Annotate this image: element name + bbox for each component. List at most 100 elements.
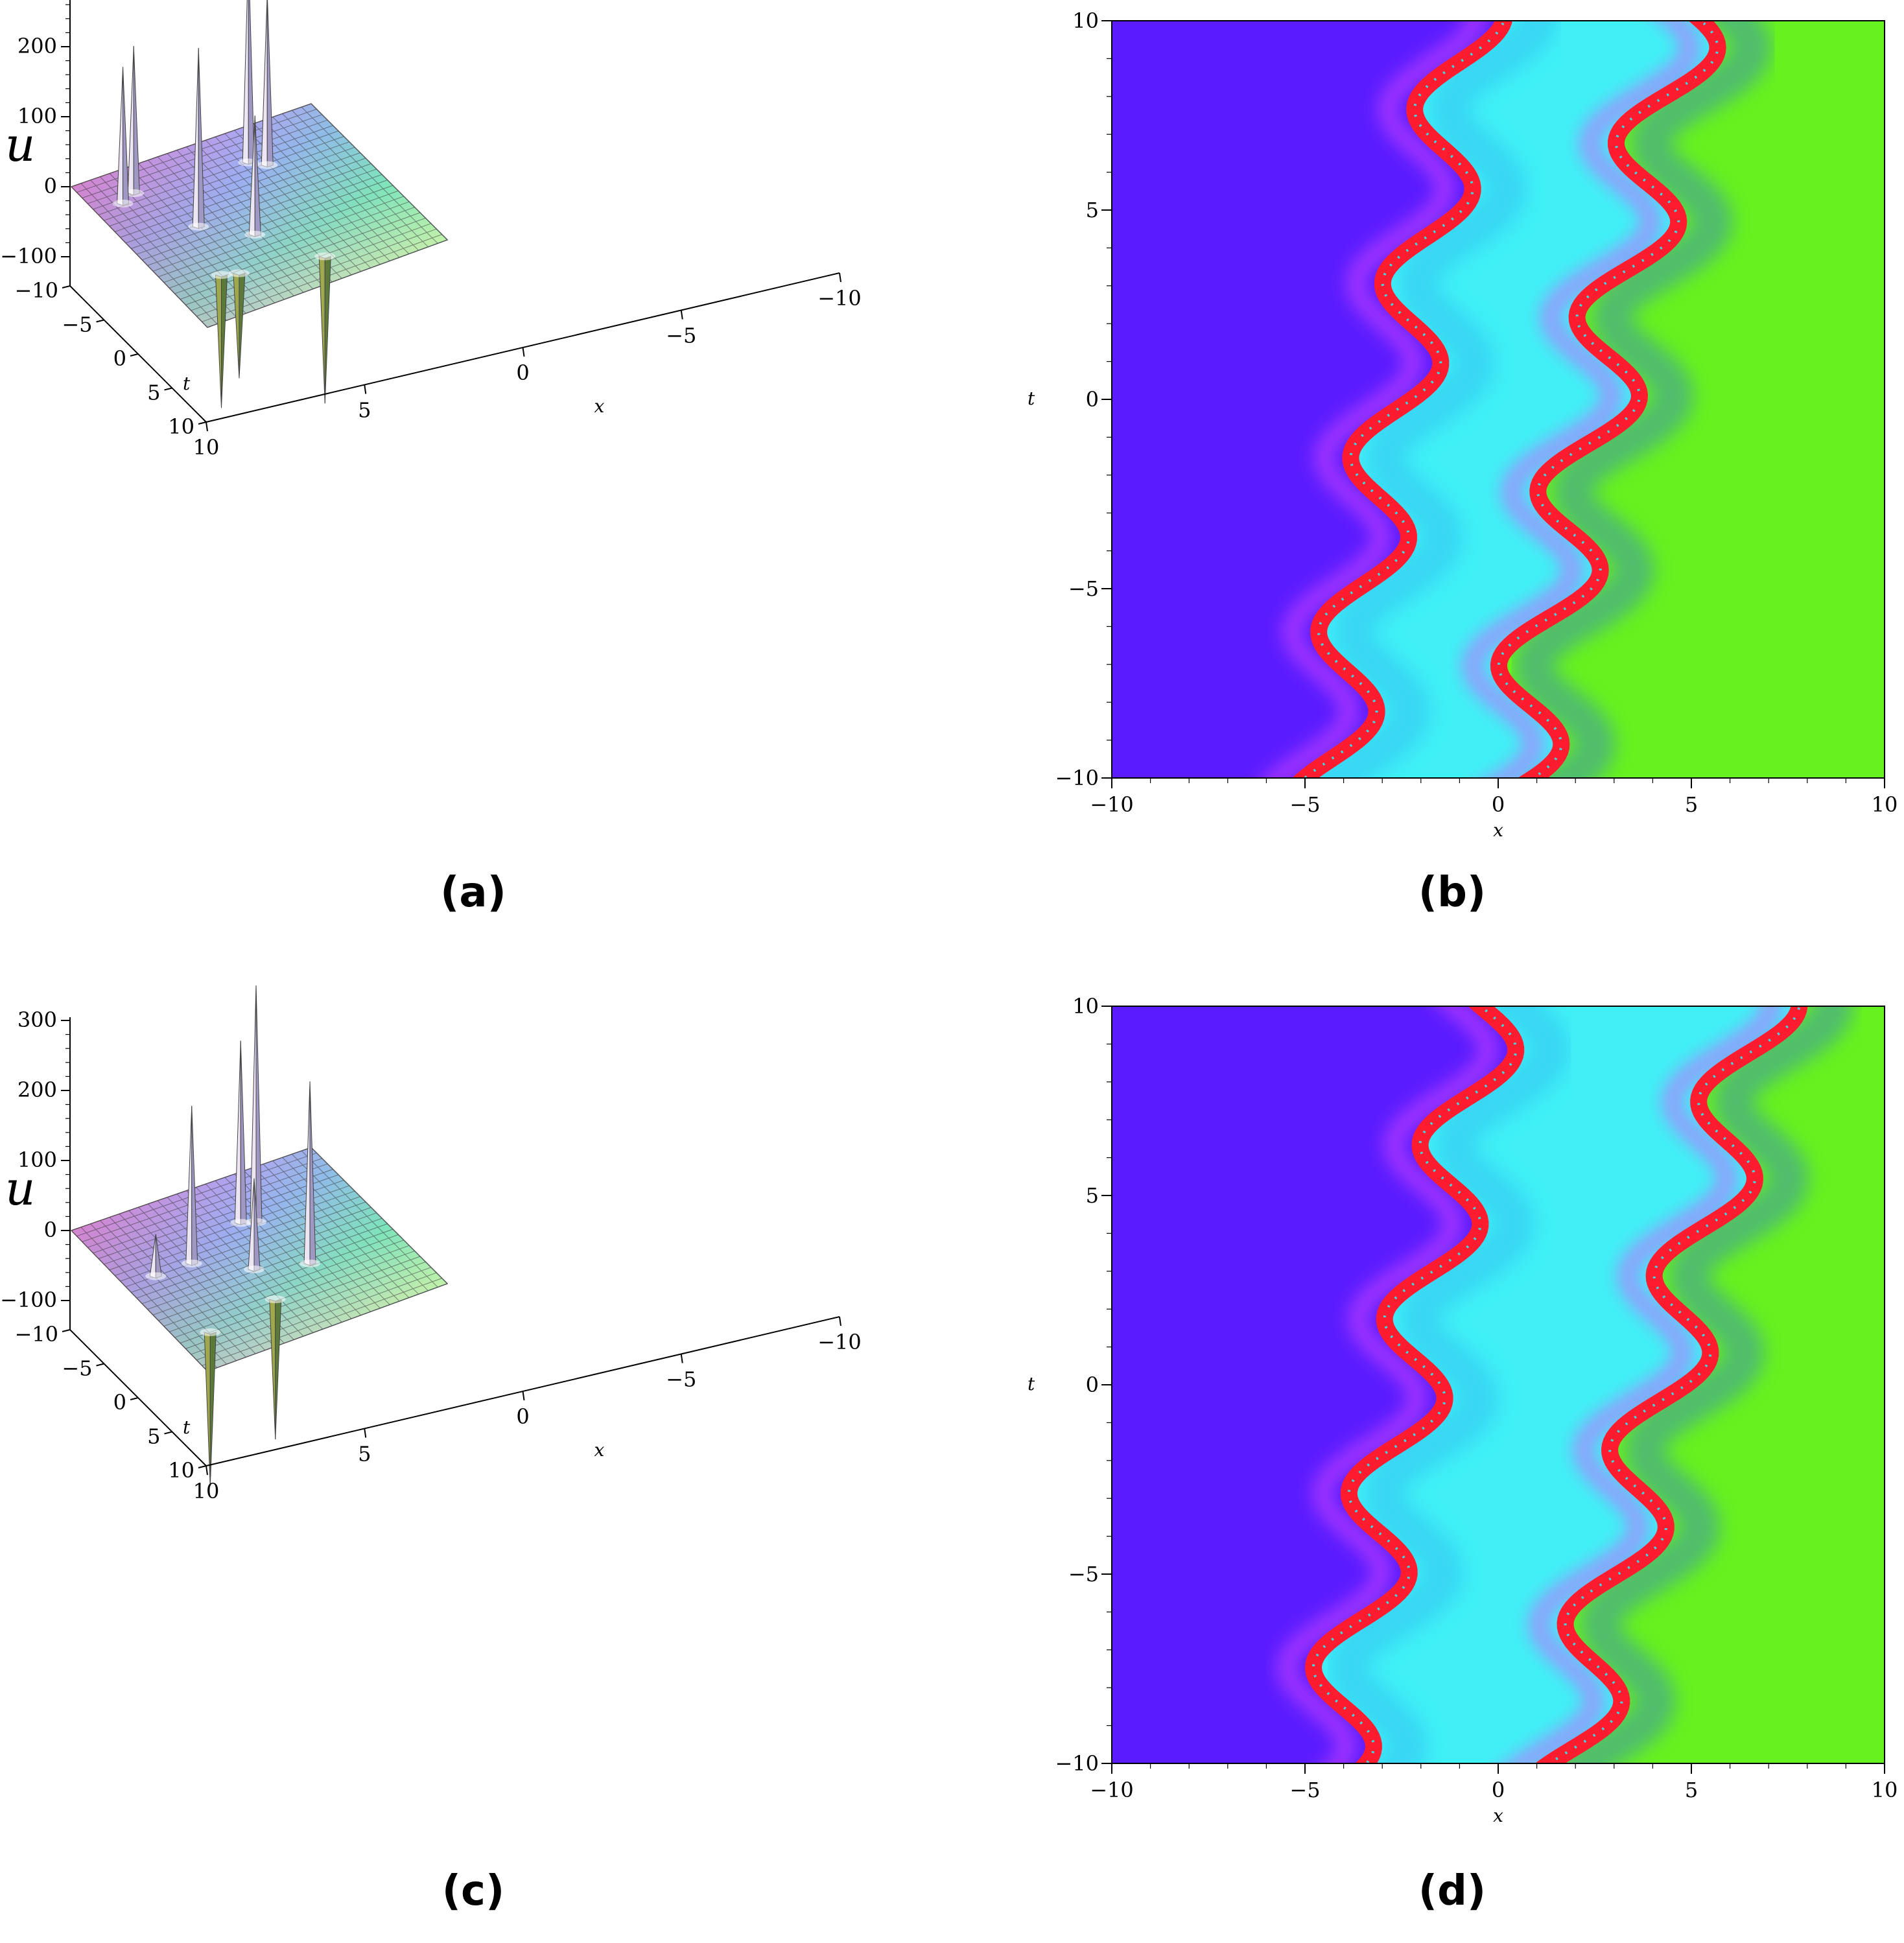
x-tick-label: 10 bbox=[1872, 1778, 1898, 1802]
x-tick-label: −10 bbox=[817, 286, 862, 311]
spike-mark bbox=[221, 274, 228, 408]
y-tick-label: 5 bbox=[1086, 1183, 1099, 1208]
t-tick bbox=[164, 387, 172, 391]
front-halo bbox=[1278, 1006, 1498, 1763]
t-tick bbox=[62, 1329, 71, 1332]
t-tick bbox=[96, 1363, 104, 1367]
front-halo bbox=[1463, 21, 1699, 778]
x-tick-label: 10 bbox=[193, 1479, 220, 1503]
y-tick-label: 5 bbox=[1086, 198, 1099, 222]
y-tick-label: −5 bbox=[1068, 1562, 1099, 1586]
front-speckle bbox=[1497, 21, 1719, 778]
front-shade bbox=[1514, 21, 1772, 778]
x-tick bbox=[522, 347, 525, 357]
spike-base bbox=[264, 1295, 286, 1304]
spike-base bbox=[211, 271, 232, 279]
t-tick-label: 10 bbox=[168, 414, 194, 439]
spike-base bbox=[230, 1219, 252, 1227]
region-left bbox=[1112, 1006, 1516, 1763]
spike-mark bbox=[198, 48, 205, 230]
z-tick-label: 0 bbox=[44, 174, 57, 198]
x-tick-label: −5 bbox=[1289, 792, 1320, 817]
x-axis-label: x bbox=[594, 395, 605, 417]
x-axis-label: x bbox=[1493, 819, 1503, 841]
t-tick-label: −5 bbox=[62, 1356, 92, 1381]
z-tick-label: −100 bbox=[0, 1288, 57, 1312]
surface-mesh bbox=[71, 103, 448, 328]
y-tick-label: −10 bbox=[1055, 766, 1099, 790]
x-tick-label: 10 bbox=[193, 435, 220, 460]
x-tick-label: 5 bbox=[358, 398, 371, 423]
t-tick bbox=[130, 1397, 139, 1400]
x-tick-label: −5 bbox=[666, 324, 696, 348]
x-tick-label: −10 bbox=[1090, 1778, 1134, 1802]
spike-mark bbox=[250, 983, 257, 1225]
t-tick bbox=[96, 319, 104, 323]
spike-mark bbox=[191, 1105, 198, 1266]
x-tick bbox=[364, 1428, 367, 1438]
t-tick-label: 5 bbox=[147, 1424, 160, 1449]
spike-mark bbox=[127, 46, 134, 196]
x-tick bbox=[206, 421, 208, 432]
spike-mark bbox=[233, 272, 240, 379]
spike-mark bbox=[269, 1299, 276, 1440]
x-tick-label: 10 bbox=[1872, 792, 1898, 817]
spike-mark bbox=[185, 1105, 193, 1266]
t-tick-label: −10 bbox=[14, 1322, 58, 1347]
x-tick-label: −5 bbox=[1289, 1778, 1320, 1802]
spike-mark bbox=[204, 1332, 211, 1487]
caption-d: (d) bbox=[1418, 1867, 1487, 1915]
x-tick bbox=[680, 1354, 683, 1363]
t-tick-label: −5 bbox=[62, 312, 92, 337]
t-axis-label: t bbox=[183, 373, 191, 394]
spike-mark bbox=[255, 983, 263, 1225]
x-tick-label: 5 bbox=[358, 1442, 371, 1466]
spike-base bbox=[257, 161, 278, 169]
spike-mark bbox=[117, 67, 124, 206]
x-tick-label: −5 bbox=[666, 1367, 696, 1392]
spike-mark bbox=[239, 272, 246, 379]
spike-mark bbox=[275, 1299, 282, 1440]
x-tick-label: 0 bbox=[1492, 1778, 1505, 1802]
heatmap-field bbox=[1112, 1006, 1885, 1763]
x-tick bbox=[839, 1316, 841, 1326]
t-tick bbox=[198, 1465, 207, 1468]
spike-mark bbox=[133, 46, 140, 196]
spike-mark bbox=[318, 255, 325, 404]
y-tick-label: 0 bbox=[1086, 1372, 1099, 1397]
t-tick bbox=[130, 353, 139, 357]
y-axis-label: t bbox=[1028, 1373, 1035, 1395]
caption-b: (b) bbox=[1418, 869, 1487, 917]
spike-base bbox=[188, 222, 209, 231]
z-tick-label: 100 bbox=[18, 104, 57, 128]
x-tick-label: −10 bbox=[817, 1330, 862, 1354]
y-tick-label: 0 bbox=[1086, 387, 1099, 412]
z-axis-label: u bbox=[5, 117, 35, 172]
x-tick-label: 5 bbox=[1685, 1778, 1698, 1802]
t-tick-label: 0 bbox=[113, 346, 126, 371]
x-tick-label: 0 bbox=[516, 360, 529, 385]
t-tick bbox=[164, 1431, 172, 1435]
figure-panel-d: −10 −5 0 5 10 x 10 5 0 −5 −10 t (d) bbox=[946, 985, 1904, 1940]
x-tick bbox=[206, 1465, 208, 1476]
front-line-2 bbox=[1534, 1006, 1808, 1763]
t-tick bbox=[198, 421, 207, 425]
z-tick-label: −100 bbox=[0, 244, 57, 268]
x-tick bbox=[364, 384, 367, 394]
figure-panel-c: 300 200 100 0 −100 u −10 −5 0 5 10 t 10 5 0 −5 −10 x (c) bbox=[0, 983, 946, 1940]
front-halo bbox=[1508, 1006, 1781, 1763]
figure-panel-b: −10 −5 0 5 10 x 10 5 0 −5 −10 t (b) bbox=[946, 0, 1904, 947]
spike-base bbox=[244, 231, 266, 239]
z-tick-label: 200 bbox=[18, 34, 57, 58]
y-tick-label: 10 bbox=[1072, 8, 1099, 33]
y-tick-label: −5 bbox=[1068, 576, 1099, 601]
t-tick bbox=[62, 285, 71, 289]
spike-mark bbox=[242, 0, 249, 165]
spike-base bbox=[244, 1266, 264, 1274]
front-line-1 bbox=[1304, 1006, 1525, 1763]
x-axis-label: x bbox=[594, 1439, 605, 1461]
spike-base bbox=[314, 252, 336, 261]
spike-mark bbox=[123, 67, 130, 206]
z-tick-label: 100 bbox=[18, 1148, 57, 1172]
x-tick bbox=[839, 272, 841, 283]
